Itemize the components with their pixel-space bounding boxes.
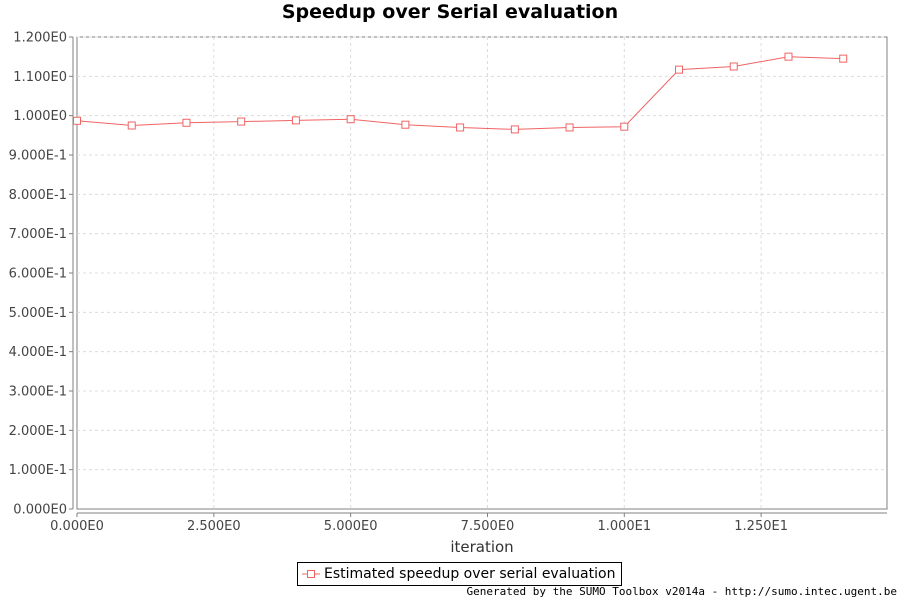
data-point-marker bbox=[346, 115, 355, 124]
x-axis-label: iteration bbox=[450, 538, 513, 556]
x-tick-label: 1.000E1 bbox=[597, 519, 651, 534]
series-group bbox=[73, 52, 848, 134]
data-point-marker bbox=[182, 118, 191, 127]
x-tick-label: 2.500E0 bbox=[187, 519, 241, 534]
data-point-marker bbox=[675, 65, 684, 74]
y-tick-label: 1.000E0 bbox=[13, 109, 67, 124]
y-tick-label: 5.000E-1 bbox=[9, 306, 67, 321]
data-point-marker bbox=[127, 121, 136, 130]
y-tick-label: 3.000E-1 bbox=[9, 385, 67, 400]
data-point-marker bbox=[565, 123, 574, 132]
y-tick-label: 0.000E0 bbox=[13, 503, 67, 518]
legend-swatch-icon bbox=[302, 570, 320, 578]
x-tick-label: 7.500E0 bbox=[461, 519, 515, 534]
y-tick-label: 1.200E0 bbox=[13, 31, 67, 46]
x-tick-label: 0.000E0 bbox=[50, 519, 104, 534]
data-point-marker bbox=[729, 62, 738, 71]
data-point-marker bbox=[237, 117, 246, 126]
data-point-marker bbox=[839, 54, 848, 63]
x-tick-label: 1.250E1 bbox=[734, 519, 788, 534]
data-point-marker bbox=[510, 125, 519, 134]
y-tick-label: 6.000E-1 bbox=[9, 267, 67, 282]
x-tick-label: 5.000E0 bbox=[324, 519, 378, 534]
data-point-marker bbox=[784, 52, 793, 61]
y-tick-label: 7.000E-1 bbox=[9, 227, 67, 242]
y-ticks: 0.000E0 1.000E-1 2.000E-1 3.000E-1 4.000E-1 5… bbox=[9, 31, 73, 518]
y-tick-label: 9.000E-1 bbox=[9, 149, 67, 164]
y-tick-label: 2.000E-1 bbox=[9, 424, 67, 439]
y-tick-label: 8.000E-1 bbox=[9, 188, 67, 203]
y-tick-label: 1.000E-1 bbox=[9, 463, 67, 478]
grid-lines bbox=[77, 36, 887, 509]
data-point-marker bbox=[291, 116, 300, 125]
legend-label: Estimated speedup over serial evaluation bbox=[324, 566, 616, 582]
y-tick-label: 4.000E-1 bbox=[9, 345, 67, 360]
data-point-marker bbox=[620, 122, 629, 131]
y-tick-label: 1.100E0 bbox=[13, 70, 67, 85]
legend: Estimated speedup over serial evaluation bbox=[297, 562, 623, 586]
data-point-marker bbox=[73, 116, 81, 125]
x-ticks: 0.000E0 2.500E0 5.000E0 7.500E0 1.000E1 1.250… bbox=[50, 513, 788, 534]
footer-credit: Generated by the SUMO Toolbox v2014a - h… bbox=[466, 585, 897, 598]
data-point-marker bbox=[456, 123, 465, 132]
data-point-marker bbox=[401, 120, 410, 129]
chart-title: Speedup over Serial evaluation bbox=[281, 1, 619, 23]
